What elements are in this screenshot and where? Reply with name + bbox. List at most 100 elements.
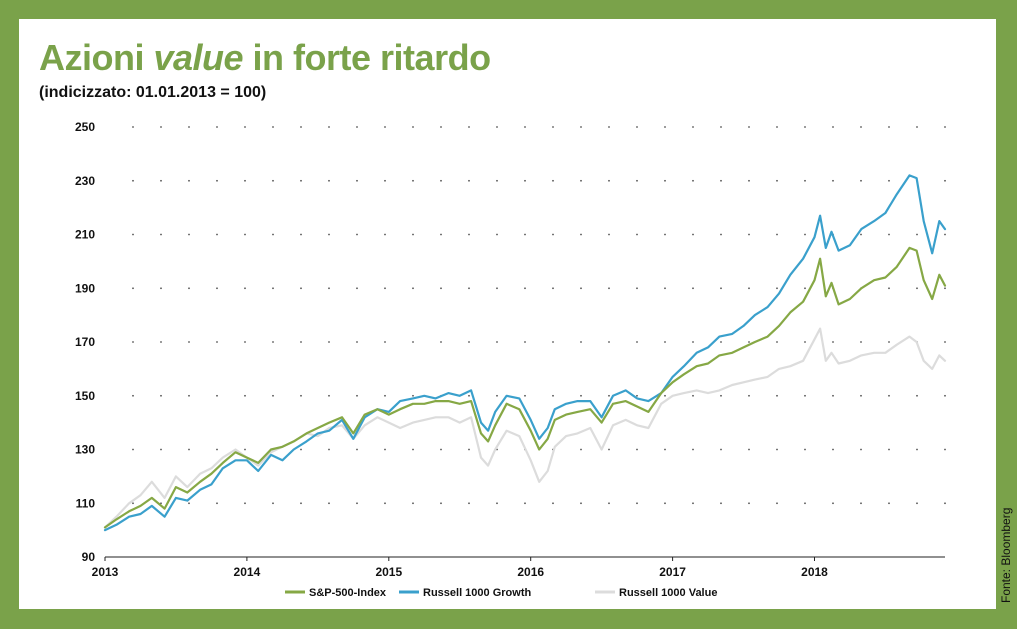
grid-dot xyxy=(496,394,498,397)
grid-dot xyxy=(664,341,666,343)
grid-dot xyxy=(328,179,330,182)
grid-dot xyxy=(636,233,638,236)
grid-dot xyxy=(468,502,470,505)
grid-dot xyxy=(944,394,946,397)
grid-dot xyxy=(552,502,554,505)
grid-dot xyxy=(888,502,890,505)
grid-dot xyxy=(608,341,610,343)
grid-dot xyxy=(440,233,442,236)
grid-dot xyxy=(272,341,274,343)
chart-panel: Azioni value in forte ritardo (indicizza… xyxy=(19,19,996,609)
grid-dot xyxy=(748,502,750,505)
x-tick-label: 2016 xyxy=(517,565,544,579)
grid-dot xyxy=(888,179,890,182)
grid-dot xyxy=(188,341,190,343)
grid-dot xyxy=(216,502,218,505)
grid-dot xyxy=(160,448,162,451)
grid-dot xyxy=(440,179,442,182)
grid-dot xyxy=(356,448,358,451)
grid-dot xyxy=(328,126,330,128)
grid-dot xyxy=(244,287,246,290)
grid-dot xyxy=(804,179,806,182)
grid-dot xyxy=(804,126,806,128)
grid-dot xyxy=(300,233,302,236)
grid-dot xyxy=(356,394,358,397)
grid-dot xyxy=(440,448,442,451)
legend-label: Russell 1000 Growth xyxy=(423,587,531,599)
y-tick-label: 190 xyxy=(75,281,95,295)
grid-dot xyxy=(356,502,358,505)
grid-dot xyxy=(328,394,330,397)
grid-dot xyxy=(888,233,890,236)
grid-dot xyxy=(412,179,414,182)
grid-dot xyxy=(440,287,442,290)
legend: S&P-500-Index Russell 1000 Growth Russell … xyxy=(285,587,717,599)
grid-dot xyxy=(300,394,302,397)
grid-dot xyxy=(524,394,526,397)
grid-dot xyxy=(636,126,638,128)
grid-dot xyxy=(468,287,470,290)
grid-dot xyxy=(720,287,722,290)
grid-dot xyxy=(272,179,274,182)
grid-dot xyxy=(692,287,694,290)
grid-dot xyxy=(160,126,162,128)
grid-dot xyxy=(888,394,890,397)
grid-dot xyxy=(720,126,722,128)
grid-dot xyxy=(244,233,246,236)
grid-dot xyxy=(132,394,134,397)
grid-dot xyxy=(384,233,386,236)
grid-dot xyxy=(216,233,218,236)
grid-dot xyxy=(776,233,778,236)
grid-dot xyxy=(496,179,498,182)
grid-dot xyxy=(384,287,386,290)
grid-dot xyxy=(440,502,442,505)
grid-dot xyxy=(300,341,302,343)
grid-dot xyxy=(272,287,274,290)
grid-dot xyxy=(580,502,582,505)
grid-dot xyxy=(944,502,946,505)
grid-dot xyxy=(356,341,358,343)
grid-dot xyxy=(244,448,246,451)
grid-dot xyxy=(160,341,162,343)
grid-dot xyxy=(804,341,806,343)
grid-dot xyxy=(860,448,862,451)
y-tick-label: 130 xyxy=(75,443,95,457)
grid-dot xyxy=(888,287,890,290)
grid-dot xyxy=(692,502,694,505)
grid-dot xyxy=(412,126,414,128)
grid-dot xyxy=(776,287,778,290)
grid-dot xyxy=(832,502,834,505)
grid-dot xyxy=(412,448,414,451)
series-line-russell-1000-value xyxy=(103,327,947,529)
grid-dot xyxy=(244,502,246,505)
grid-dot xyxy=(524,179,526,182)
grid-dot xyxy=(580,287,582,290)
grid-dot xyxy=(468,179,470,182)
grid-dot xyxy=(636,394,638,397)
grid-dot xyxy=(300,179,302,182)
grid-dot xyxy=(664,233,666,236)
grid-dot xyxy=(944,341,946,343)
grid-dot xyxy=(860,126,862,128)
grid-dot xyxy=(496,287,498,290)
y-tick-label: 150 xyxy=(75,389,95,403)
grid-dot xyxy=(132,448,134,451)
grid-dot xyxy=(244,341,246,343)
grid-dot xyxy=(216,341,218,343)
grid-dot xyxy=(468,341,470,343)
grid-dot xyxy=(860,233,862,236)
grid-dot xyxy=(524,287,526,290)
grid-dot xyxy=(748,341,750,343)
grid-dot xyxy=(272,502,274,505)
grid-dot xyxy=(860,502,862,505)
grid-dot xyxy=(244,179,246,182)
grid-dot xyxy=(132,233,134,236)
grid-dot xyxy=(720,179,722,182)
grid-dot xyxy=(328,287,330,290)
grid-dot xyxy=(468,233,470,236)
grid-dot xyxy=(580,394,582,397)
grid-dot xyxy=(860,394,862,397)
grid-dot xyxy=(328,448,330,451)
grid-dot xyxy=(636,179,638,182)
grid-dot xyxy=(160,287,162,290)
